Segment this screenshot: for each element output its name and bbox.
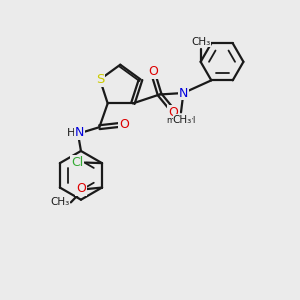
Text: O: O [76, 182, 86, 195]
Text: CH₃: CH₃ [173, 115, 192, 125]
Text: O: O [168, 106, 178, 118]
Text: Cl: Cl [71, 156, 83, 169]
Text: methyl: methyl [166, 116, 196, 125]
Text: O: O [148, 65, 158, 78]
Text: N: N [75, 126, 84, 139]
Text: O: O [119, 118, 129, 131]
Text: CH₃: CH₃ [50, 197, 69, 207]
Text: N: N [179, 86, 188, 100]
Text: CH₃: CH₃ [191, 37, 210, 47]
Text: H: H [67, 128, 75, 137]
Text: S: S [96, 73, 104, 86]
